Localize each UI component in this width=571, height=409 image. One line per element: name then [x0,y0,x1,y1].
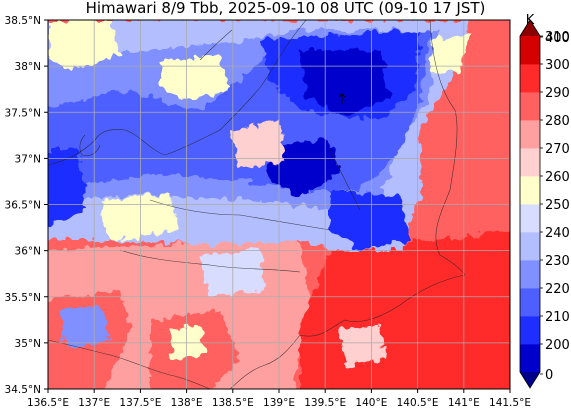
tbb-shapes [48,20,510,389]
colorbar-segment [520,232,540,261]
colorbar: K 02002102202302402502602702802903003104… [519,13,570,389]
y-tick-label: 36°N [15,246,41,258]
x-tick-label: 140.5°E [397,397,439,409]
x-tick-label: 136.5°E [27,397,69,409]
colorbar-extend-min [520,372,540,388]
colorbar-level-label: 270 [545,142,570,157]
colorbar-segment [520,120,540,149]
colorbar-level-label: 250 [545,198,570,213]
graticule [48,20,510,389]
colorbar-level-label: 280 [545,114,570,129]
x-tick-label: 137.5°E [119,397,161,409]
colorbar-extend-max [520,20,540,36]
colorbar-segment [520,204,540,233]
x-tick-label: 139°E [263,397,295,409]
colorbar-segment [520,176,540,205]
colorbar-level-label: 310 [545,30,570,45]
map-title: Himawari 8/9 Tbb, 2025-09-10 08 UTC (09-… [85,0,486,17]
colorbar-segment [520,260,540,289]
colorbar-level-label: 240 [545,226,570,241]
y-tick-label: 35.5°N [5,292,41,304]
colorbar-segment [520,148,540,177]
x-tick-label: 141°E [448,397,480,409]
x-axis: 136.5°E 137°E 137.5°E 138°E 138.5°E 139°E 139.… [27,389,531,409]
colorbar-level-label: 290 [545,86,570,101]
colorbar-segment [520,64,540,93]
x-tick-label: 138°E [171,397,203,409]
colorbar-level-label: 200 [545,338,570,353]
colorbar-level-label: 210 [545,310,570,325]
x-tick-label: 138.5°E [212,397,254,409]
x-tick-label: 139.5°E [304,397,346,409]
y-tick-label: 36.5°N [5,200,41,212]
colorbar-level-label: 220 [545,282,570,297]
colorbar-segment [520,36,540,65]
colorbar-segment [520,316,540,345]
colorbar-segment [520,344,540,373]
y-tick-label: 34.5°N [5,384,41,396]
colorbar-level-label: 0 [545,368,553,383]
colorbar-level-label: 260 [545,170,570,185]
x-tick-label: 141.5°E [489,397,531,409]
y-tick-label: 37°N [15,153,41,165]
station-marker [338,93,346,104]
colorbar-level-label: 400 [545,31,570,46]
y-tick-label: 35°N [15,338,41,350]
colorbar-level-label: 230 [545,254,570,269]
colorbar-segment [520,92,540,121]
x-tick-label: 140°E [355,397,387,409]
colorbar-segment [520,288,540,317]
tbb-field [48,20,510,389]
y-tick-label: 38.5°N [5,15,41,27]
colorbar-level-label: 300 [545,58,570,73]
y-tick-label: 37.5°N [5,107,41,119]
y-tick-label: 38°N [15,61,41,73]
x-tick-label: 137°E [78,397,110,409]
y-axis: 34.5°N 35°N 35.5°N 36°N 36.5°N 37°N 37.5°N 38°N… [5,15,48,396]
